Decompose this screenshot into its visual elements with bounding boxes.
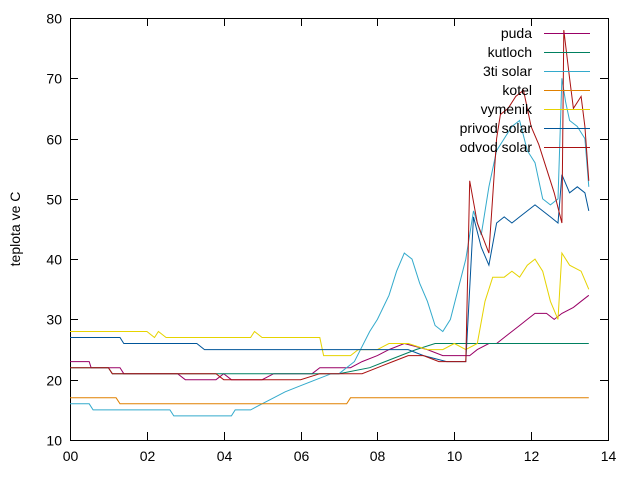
x-tick-label: 06 [294,448,310,464]
legend-label: puda [501,25,532,41]
y-tick-label: 80 [46,11,62,27]
legend-label: kotel [502,82,532,98]
y-tick-label: 10 [46,433,62,449]
series-line-privod-solar [70,174,590,363]
series-line-puda [70,294,590,381]
series-line-kotel [70,397,589,405]
series-layer [70,30,590,417]
x-tick-label: 00 [63,448,79,464]
x-tick-label: 08 [370,448,386,464]
y-tick-label: 50 [46,192,62,208]
y-tick-label: 60 [46,132,62,148]
series-line-vymenik [70,251,590,357]
y-tick-label: 40 [46,252,62,268]
x-tick-label: 12 [524,448,540,464]
y-tick-label: 70 [46,71,62,87]
series-line-kutloch [70,343,589,375]
series-line-3ti-solar [70,78,590,417]
y-axis-label: teplota ve C [7,192,23,267]
x-axis: 00 02 04 06 08 10 12 14 [63,18,617,464]
x-tick-label: 04 [217,448,233,464]
x-tick-label: 10 [447,448,463,464]
x-tick-label: 02 [140,448,156,464]
series-line-odvod-solar [70,30,590,381]
legend-label: kutloch [488,44,532,60]
y-axis: 10 20 30 40 50 60 70 80 [46,11,608,449]
legend-label: 3ti solar [483,63,532,79]
legend-label: odvod solar [460,139,533,155]
y-tick-label: 20 [46,373,62,389]
legend-label: vymenik [481,101,533,117]
legend: puda kutloch 3ti solar kotel vymenik privod s… [460,25,590,155]
y-tick-label: 30 [46,312,62,328]
plot-frame [70,18,609,441]
legend-label: privod solar [460,120,533,136]
x-tick-label: 14 [601,448,617,464]
